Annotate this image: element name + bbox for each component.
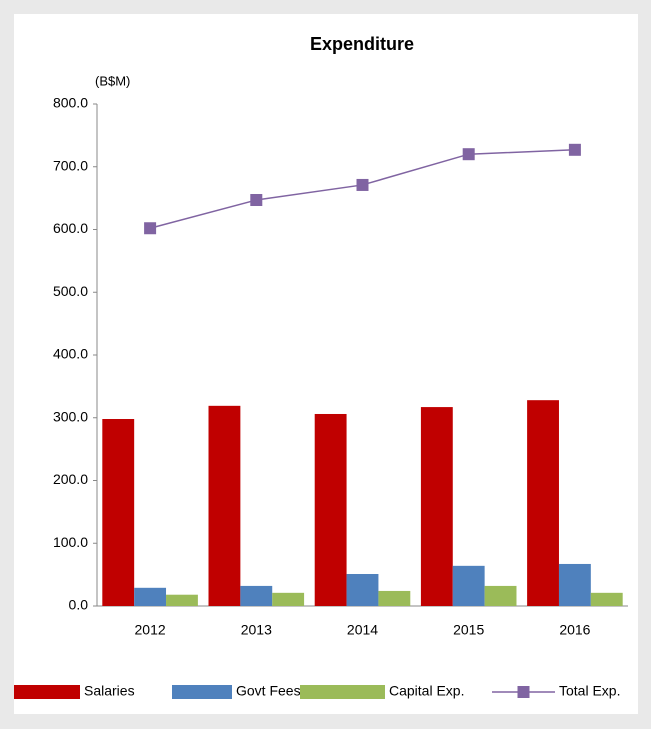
bar — [378, 590, 411, 606]
bar — [484, 585, 517, 606]
bar — [452, 565, 485, 606]
x-tick-label: 2015 — [453, 622, 484, 638]
legend-label: Govt Fees — [236, 683, 301, 699]
legend-swatch — [172, 685, 232, 699]
y-tick-label: 400.0 — [53, 346, 88, 362]
bar — [527, 400, 559, 606]
bar — [134, 587, 167, 606]
bar — [240, 585, 273, 606]
y-tick-label: 300.0 — [53, 408, 88, 424]
x-tick-label: 2012 — [135, 622, 166, 638]
y-tick-label: 100.0 — [53, 534, 88, 550]
marker — [250, 194, 263, 207]
bar — [558, 563, 591, 606]
y-tick-label: 600.0 — [53, 220, 88, 236]
bar — [420, 407, 453, 606]
legend-swatch — [517, 686, 530, 698]
chart-title: Expenditure — [310, 34, 414, 54]
y-tick-label: 700.0 — [53, 157, 88, 173]
bar — [272, 592, 305, 606]
legend-label: Capital Exp. — [389, 683, 464, 699]
legend-swatch — [14, 685, 80, 699]
chart-area — [14, 14, 638, 714]
marker — [144, 222, 157, 235]
x-tick-label: 2016 — [559, 622, 590, 638]
bar — [590, 592, 623, 606]
bar — [166, 594, 198, 606]
marker — [462, 148, 475, 161]
legend-swatch — [300, 685, 385, 699]
x-tick-label: 2014 — [347, 622, 378, 638]
y-tick-label: 0.0 — [69, 597, 89, 613]
x-tick-label: 2013 — [241, 622, 272, 638]
y-tick-label: 500.0 — [53, 283, 88, 299]
legend-label: Total Exp. — [559, 683, 620, 699]
y-axis-label: (B$M) — [95, 73, 130, 88]
y-tick-label: 200.0 — [53, 471, 88, 487]
marker — [568, 143, 581, 156]
marker — [356, 178, 369, 191]
bar — [346, 573, 379, 606]
bar — [102, 419, 135, 606]
bar — [208, 405, 241, 606]
bar — [314, 413, 347, 606]
legend-label: Salaries — [84, 683, 135, 699]
y-tick-label: 800.0 — [53, 95, 88, 111]
